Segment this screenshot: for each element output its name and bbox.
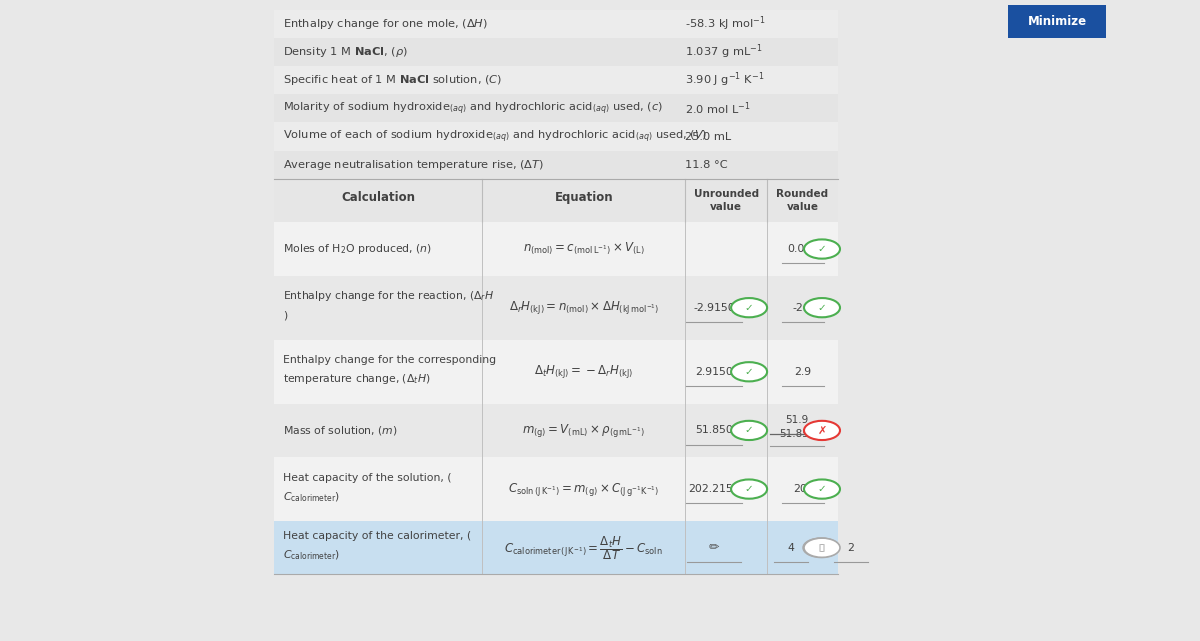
Text: $C_{\mathrm{calorimeter}}$): $C_{\mathrm{calorimeter}}$) (283, 549, 340, 562)
Bar (274, 222, 838, 276)
Text: Heat capacity of the solution, (: Heat capacity of the solution, ( (283, 472, 451, 483)
Text: ✓: ✓ (817, 303, 827, 313)
Text: value: value (710, 202, 743, 212)
Text: ✓: ✓ (745, 303, 754, 313)
Text: 3.90 J g$^{-1}$ K$^{-1}$: 3.90 J g$^{-1}$ K$^{-1}$ (685, 71, 764, 90)
Text: 202: 202 (793, 484, 814, 494)
Bar (274, 340, 838, 404)
Text: Calculation: Calculation (341, 191, 415, 204)
Bar (274, 179, 838, 222)
Bar (274, 10, 838, 38)
Circle shape (803, 538, 839, 557)
Text: 51.9: 51.9 (786, 415, 809, 425)
Text: -58.3 kJ mol$^{-1}$: -58.3 kJ mol$^{-1}$ (685, 14, 766, 33)
Text: Mass of solution, ($m$): Mass of solution, ($m$) (283, 424, 398, 437)
Bar (274, 404, 838, 457)
Text: Heat capacity of the calorimeter, (: Heat capacity of the calorimeter, ( (283, 531, 472, 541)
Circle shape (804, 538, 840, 557)
Circle shape (731, 362, 767, 381)
Bar (274, 457, 838, 521)
Bar (274, 94, 838, 122)
Text: 202.2150: 202.2150 (689, 484, 740, 494)
Circle shape (804, 239, 840, 258)
Text: ): ) (283, 310, 288, 320)
Circle shape (731, 479, 767, 499)
Text: Enthalpy change for the reaction, ($\Delta_r H$: Enthalpy change for the reaction, ($\Del… (283, 289, 494, 303)
Text: Enthalpy change for one mole, ($\Delta H$): Enthalpy change for one mole, ($\Delta H… (283, 17, 488, 31)
Text: -2.9: -2.9 (793, 303, 814, 313)
Text: $C_{\mathrm{calorimeter}}$): $C_{\mathrm{calorimeter}}$) (283, 490, 340, 504)
Text: 2.9: 2.9 (794, 367, 811, 377)
Text: 51.850: 51.850 (779, 429, 815, 439)
Text: 25.0 mL: 25.0 mL (685, 131, 732, 142)
Bar (274, 521, 838, 574)
Text: temperature change, ($\Delta_t H$): temperature change, ($\Delta_t H$) (283, 372, 431, 387)
Text: -2.9150: -2.9150 (694, 303, 736, 313)
Text: ✓: ✓ (817, 484, 827, 494)
Text: Volume of each of sodium hydroxide$_{(aq)}$ and hydrochloric acid$_{(aq)}$ used,: Volume of each of sodium hydroxide$_{(aq… (283, 128, 708, 145)
Bar (274, 276, 838, 340)
Text: $\Delta_r H_{\mathrm{(kJ)}} = n_{\mathrm{(mol)}} \times \Delta H_{\mathrm{(kJ\,m: $\Delta_r H_{\mathrm{(kJ)}} = n_{\mathrm… (509, 299, 659, 316)
Text: Specific heat of 1 M $\bf{NaCl}$ solution, ($C$): Specific heat of 1 M $\bf{NaCl}$ solutio… (283, 73, 503, 87)
Bar (1008, 5, 1106, 38)
Circle shape (804, 420, 840, 440)
Text: 0.050: 0.050 (787, 244, 818, 254)
Text: 51.850: 51.850 (695, 426, 733, 435)
Text: ✓: ✓ (745, 367, 754, 377)
Text: 4: 4 (787, 543, 794, 553)
Text: $C_{\mathrm{soln\,(J\,K^{-1})}} = m_{\mathrm{(g)}} \times C_{\mathrm{(J\,g^{-1}K: $C_{\mathrm{soln\,(J\,K^{-1})}} = m_{\ma… (508, 481, 660, 497)
Text: 2.0 mol L$^{-1}$: 2.0 mol L$^{-1}$ (685, 100, 751, 117)
Text: Enthalpy change for the corresponding: Enthalpy change for the corresponding (283, 355, 497, 365)
Text: ✓: ✓ (745, 426, 754, 435)
Bar (274, 66, 838, 94)
Text: ✗: ✗ (817, 426, 827, 435)
Circle shape (731, 298, 767, 317)
Text: $n_{\mathrm{(mol)}} = c_{\mathrm{(mol\,L^{-1})}} \times V_{\mathrm{(L)}}$: $n_{\mathrm{(mol)}} = c_{\mathrm{(mol\,L… (523, 241, 644, 257)
Text: Moles of H$_2$O produced, ($n$): Moles of H$_2$O produced, ($n$) (283, 242, 432, 256)
Circle shape (804, 298, 840, 317)
Text: $\Delta_t H_{\mathrm{(kJ)}} = -\Delta_r H_{\mathrm{(kJ)}}$: $\Delta_t H_{\mathrm{(kJ)}} = -\Delta_r … (534, 363, 634, 380)
Text: 🔒: 🔒 (820, 543, 824, 553)
Text: Molarity of sodium hydroxide$_{(aq)}$ and hydrochloric acid$_{(aq)}$ used, ($c$): Molarity of sodium hydroxide$_{(aq)}$ an… (283, 100, 664, 117)
Text: ✓: ✓ (817, 244, 827, 254)
Text: Density 1 M $\bf{NaCl}$, ($\rho$): Density 1 M $\bf{NaCl}$, ($\rho$) (283, 45, 408, 59)
Text: 11.8 °C: 11.8 °C (685, 160, 728, 170)
Text: Average neutralisation temperature rise, ($\Delta T$): Average neutralisation temperature rise,… (283, 158, 545, 172)
Text: Minimize: Minimize (1027, 15, 1087, 28)
Text: 1.037 g mL$^{-1}$: 1.037 g mL$^{-1}$ (685, 42, 763, 62)
Text: $C_{\mathrm{calorimeter\,(J\,K^{-1})}} = \dfrac{\Delta_t H}{\Delta T} - C_{\math: $C_{\mathrm{calorimeter\,(J\,K^{-1})}} =… (504, 534, 664, 562)
Text: 2: 2 (847, 543, 854, 553)
Circle shape (804, 479, 840, 499)
Text: 🔒: 🔒 (818, 543, 823, 553)
Bar (274, 122, 838, 151)
Text: ✏: ✏ (709, 541, 720, 554)
Text: ✓: ✓ (745, 484, 754, 494)
Text: 2.9150: 2.9150 (695, 367, 733, 377)
Text: Rounded: Rounded (776, 189, 828, 199)
Bar (274, 151, 838, 179)
Circle shape (731, 420, 767, 440)
Bar (274, 38, 838, 66)
Text: value: value (786, 202, 818, 212)
Text: Unrounded: Unrounded (694, 189, 758, 199)
Text: $m_{\mathrm{(g)}} = V_{\mathrm{(mL)}} \times \rho_{\mathrm{(g\,mL^{-1})}}$: $m_{\mathrm{(g)}} = V_{\mathrm{(mL)}} \t… (522, 422, 646, 439)
Text: Equation: Equation (554, 191, 613, 204)
